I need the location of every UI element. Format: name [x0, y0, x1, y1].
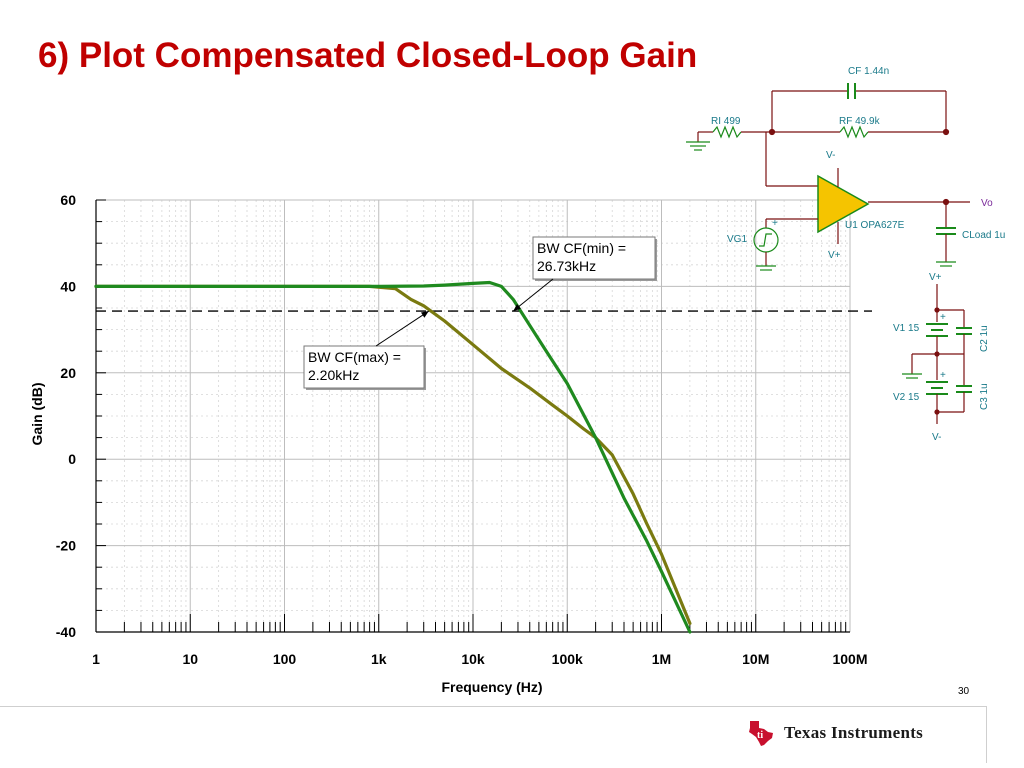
y-tick-label: 20	[60, 365, 76, 381]
rf-label: RF 49.9k	[839, 116, 881, 127]
vplus-bottom-label: V+	[828, 250, 841, 261]
ri-label: RI 499	[711, 116, 741, 127]
y-tick-label: 40	[60, 278, 76, 294]
v1-plus-sign: +	[940, 312, 946, 323]
v2-plus-sign: +	[940, 370, 946, 381]
ti-wordmark-line2: Instruments	[831, 723, 924, 742]
ti-logo: ti Texas Instruments	[746, 718, 923, 748]
svg-text:ti: ti	[757, 730, 763, 741]
annotation-text-line2: 26.73kHz	[537, 258, 596, 274]
ri-resistor	[712, 125, 742, 139]
annotation-text-line1: BW CF(min) =	[537, 240, 626, 256]
y-tick-label: -20	[56, 538, 76, 554]
y-tick-label: -40	[56, 624, 76, 640]
x-tick-label: 1	[92, 651, 100, 667]
y-tick-label: 0	[68, 451, 76, 467]
y-tick-labels: 60 40 20 0 -20 -40	[56, 192, 76, 640]
c3-label: C3 1u	[979, 383, 990, 410]
vplus-supply-label: V+	[929, 272, 942, 283]
vg1-label: VG1	[727, 234, 747, 245]
grid-major	[95, 199, 851, 633]
v2-label: V2 15	[893, 392, 920, 403]
schematic-labels: CF 1.44n RI 499 RF 49.9k V- U1 OPA627E V…	[711, 66, 1005, 443]
vminus-supply-label: V-	[932, 432, 941, 443]
annotation-box	[532, 236, 656, 280]
slide-title: 6) Plot Compensated Closed-Loop Gain	[38, 36, 698, 75]
opamp-label: U1 OPA627E	[845, 220, 905, 231]
v1-label: V1 15	[893, 323, 920, 334]
x-tick-label: 100k	[552, 651, 583, 667]
c2-label: C2 1u	[979, 325, 990, 352]
rf-resistor	[839, 125, 869, 139]
x-tick-label: 100	[273, 651, 297, 667]
circuit-schematic	[686, 83, 972, 424]
opamp-plus-sign: +	[772, 218, 778, 229]
annotation-leader-line	[375, 310, 430, 347]
annotation-box	[303, 345, 425, 389]
x-tick-labels: 1 10 100 1k 10k 100k 1M 10M 100M	[92, 651, 867, 667]
annotation-leader-line	[512, 278, 554, 312]
cload-label: CLoad 1u	[962, 230, 1005, 241]
series-group	[94, 280, 692, 634]
annotation-text-line2: 2.20kHz	[308, 367, 359, 383]
footer-bar	[0, 706, 987, 763]
opamp-symbol	[817, 174, 870, 234]
x-tick-label: 10	[182, 651, 198, 667]
ti-wordmark-line1: Texas	[784, 723, 827, 742]
cf-label: CF 1.44n	[848, 66, 889, 77]
y-axis-label: Gain (dB)	[29, 383, 45, 446]
y-tick-label: 60	[60, 192, 76, 208]
x-tick-label: 10k	[461, 651, 485, 667]
x-tick-label: 1k	[371, 651, 387, 667]
annotation-arrowhead	[513, 303, 521, 312]
x-axis-label: Frequency (Hz)	[441, 679, 542, 695]
series-line-0	[94, 280, 692, 634]
axis-lines	[95, 199, 850, 633]
x-tick-label: 100M	[832, 651, 867, 667]
signal-generator-icon	[753, 227, 779, 253]
x-tick-label: 1M	[652, 651, 671, 667]
annotation-group: BW CF(min) = 26.73kHz BW CF(max) = 2.20kHz	[303, 236, 657, 390]
vo-label: Vo	[981, 198, 993, 209]
page-number: 30	[958, 686, 970, 697]
ti-wordmark: Texas Instruments	[784, 723, 923, 743]
gain-chart: 1 10 100 1k 10k 100k 1M 10M 100M 60 40 20 0 -20 -40 B…	[29, 66, 1005, 695]
annotation-text-line1: BW CF(max) =	[308, 349, 401, 365]
x-tick-label: 10M	[742, 651, 769, 667]
texas-state-icon: ti	[749, 721, 773, 746]
series-line-1	[94, 284, 692, 626]
vminus-top-label: V-	[826, 150, 835, 161]
annotation-arrowhead	[420, 311, 429, 318]
